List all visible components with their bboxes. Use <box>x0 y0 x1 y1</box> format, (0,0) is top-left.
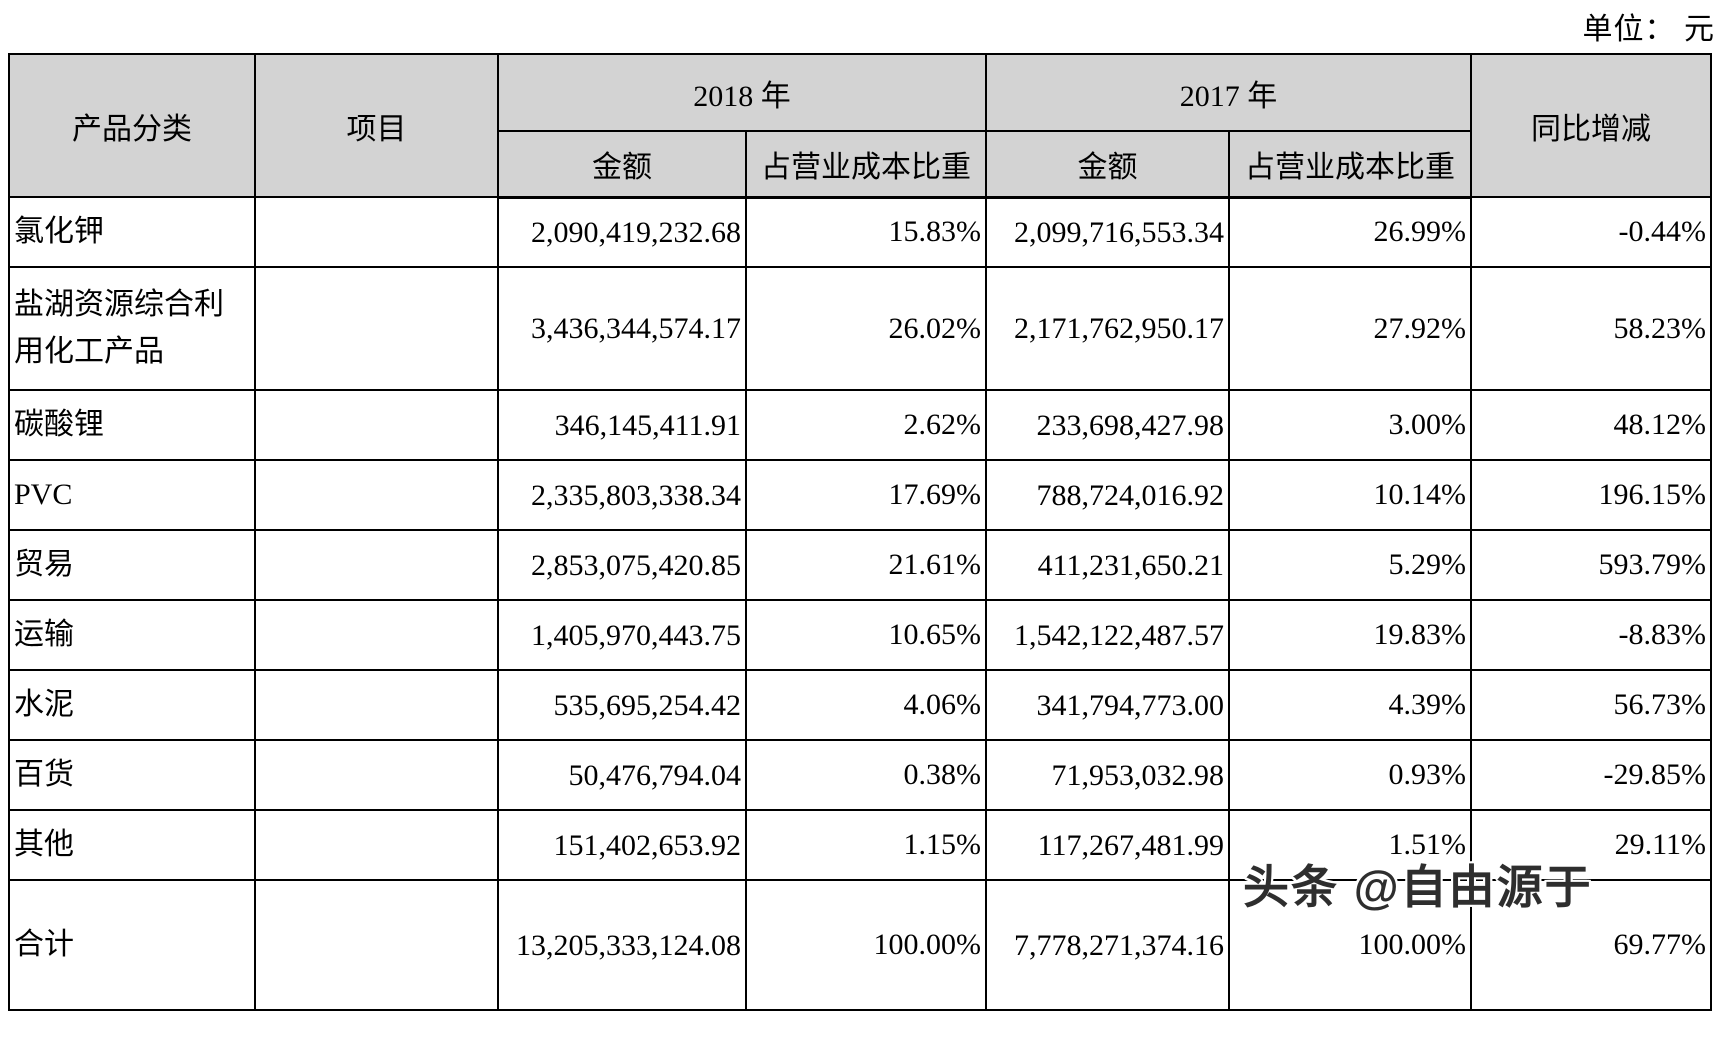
header-amount-2018: 金额 <box>497 130 747 199</box>
ratio-2017-cell: 19.83% <box>1228 599 1472 671</box>
ratio-2017-cell: 100.00% <box>1228 879 1472 1011</box>
category-cell: 碳酸锂 <box>8 389 256 461</box>
table-row: 百货 50,476,794.04 0.38% 71,953,032.98 0.9… <box>8 739 1712 811</box>
amount-2017-cell: 411,231,650.21 <box>985 529 1230 601</box>
ratio-2017-cell: 10.14% <box>1228 459 1472 531</box>
header-item: 项目 <box>254 53 499 198</box>
ratio-2018-cell: 21.61% <box>745 529 987 601</box>
amount-2017-cell: 788,724,016.92 <box>985 459 1230 531</box>
unit-label: 单位： 元 <box>1582 13 1715 46</box>
ratio-2018-cell: 1.15% <box>745 809 987 881</box>
category-cell: 水泥 <box>8 669 256 741</box>
amount-2017-cell: 71,953,032.98 <box>985 739 1230 811</box>
header-year-2018: 2018 年 <box>497 53 987 132</box>
ratio-2017-cell: 27.92% <box>1228 266 1472 391</box>
amount-2017-cell: 341,794,773.00 <box>985 669 1230 741</box>
item-cell <box>254 599 499 671</box>
ratio-2018-cell: 15.83% <box>745 196 987 268</box>
amount-2018-cell: 151,402,653.92 <box>497 809 747 881</box>
header-cost-ratio-2018: 占营业成本比重 <box>745 130 987 199</box>
amount-2017-cell: 233,698,427.98 <box>985 389 1230 461</box>
header-cost-ratio-2017: 占营业成本比重 <box>1228 130 1472 199</box>
yoy-cell: 593.79% <box>1470 529 1712 601</box>
ratio-2017-cell: 3.00% <box>1228 389 1472 461</box>
ratio-2017-cell: 0.93% <box>1228 739 1472 811</box>
yoy-cell: 56.73% <box>1470 669 1712 741</box>
table-row: 氯化钾 2,090,419,232.68 15.83% 2,099,716,55… <box>8 196 1712 268</box>
yoy-cell: -29.85% <box>1470 739 1712 811</box>
category-cell: PVC <box>8 459 256 531</box>
item-cell <box>254 529 499 601</box>
ratio-2017-cell: 5.29% <box>1228 529 1472 601</box>
category-cell: 运输 <box>8 599 256 671</box>
amount-2017-cell: 2,171,762,950.17 <box>985 266 1230 391</box>
item-cell <box>254 809 499 881</box>
amount-2017-cell: 1,542,122,487.57 <box>985 599 1230 671</box>
item-cell <box>254 459 499 531</box>
category-cell: 百货 <box>8 739 256 811</box>
table-row: 其他 151,402,653.92 1.15% 117,267,481.99 1… <box>8 809 1712 881</box>
watermark-toutiao: 头条 @自由源于 <box>1243 861 1593 913</box>
ratio-2018-cell: 17.69% <box>745 459 987 531</box>
table-row: 贸易 2,853,075,420.85 21.61% 411,231,650.2… <box>8 529 1712 601</box>
yoy-cell: -0.44% <box>1470 196 1712 268</box>
item-cell <box>254 196 499 268</box>
ratio-2018-cell: 4.06% <box>745 669 987 741</box>
header-year-2017: 2017 年 <box>985 53 1472 132</box>
amount-2018-cell: 3,436,344,574.17 <box>497 266 747 391</box>
amount-2018-cell: 50,476,794.04 <box>497 739 747 811</box>
amount-2018-cell: 2,853,075,420.85 <box>497 529 747 601</box>
operating-cost-breakdown-table: 产品分类 项目 2018 年 2017 年 同比增减 金额 占营业成本比重 金额… <box>8 53 1712 1011</box>
header-product-category: 产品分类 <box>8 53 256 198</box>
category-cell: 其他 <box>8 809 256 881</box>
header-yoy-change: 同比增减 <box>1470 53 1712 198</box>
table-row: 盐湖资源综合利用化工产品 3,436,344,574.17 26.02% 2,1… <box>8 266 1712 391</box>
ratio-2018-cell: 2.62% <box>745 389 987 461</box>
yoy-cell: 48.12% <box>1470 389 1712 461</box>
amount-2018-cell: 1,405,970,443.75 <box>497 599 747 671</box>
ratio-2017-cell: 1.51% <box>1228 809 1472 881</box>
amount-2017-cell: 7,778,271,374.16 <box>985 879 1230 1011</box>
amount-2018-cell: 346,145,411.91 <box>497 389 747 461</box>
amount-2017-cell: 117,267,481.99 <box>985 809 1230 881</box>
category-cell: 氯化钾 <box>8 196 256 268</box>
amount-2018-cell: 2,090,419,232.68 <box>497 196 747 268</box>
category-cell: 贸易 <box>8 529 256 601</box>
table-row: PVC 2,335,803,338.34 17.69% 788,724,016.… <box>8 459 1712 531</box>
header-amount-2017: 金额 <box>985 130 1230 199</box>
table-row: 碳酸锂 346,145,411.91 2.62% 233,698,427.98 … <box>8 389 1712 461</box>
yoy-cell: -8.83% <box>1470 599 1712 671</box>
item-cell <box>254 389 499 461</box>
item-cell <box>254 739 499 811</box>
item-cell <box>254 266 499 391</box>
amount-2018-cell: 535,695,254.42 <box>497 669 747 741</box>
table-row: 水泥 535,695,254.42 4.06% 341,794,773.00 4… <box>8 669 1712 741</box>
yoy-cell: 29.11% <box>1470 809 1712 881</box>
ratio-2018-cell: 100.00% <box>745 879 987 1011</box>
table-row: 运输 1,405,970,443.75 10.65% 1,542,122,487… <box>8 599 1712 671</box>
item-cell <box>254 879 499 1011</box>
category-cell: 合计 <box>8 879 256 1011</box>
ratio-2017-cell: 4.39% <box>1228 669 1472 741</box>
ratio-2018-cell: 0.38% <box>745 739 987 811</box>
yoy-cell: 196.15% <box>1470 459 1712 531</box>
ratio-2017-cell: 26.99% <box>1228 196 1472 268</box>
category-cell: 盐湖资源综合利用化工产品 <box>8 266 256 391</box>
item-cell <box>254 669 499 741</box>
amount-2018-cell: 13,205,333,124.08 <box>497 879 747 1011</box>
table-row-total: 合计 13,205,333,124.08 100.00% 7,778,271,3… <box>8 879 1712 1011</box>
amount-2018-cell: 2,335,803,338.34 <box>497 459 747 531</box>
ratio-2018-cell: 26.02% <box>745 266 987 391</box>
yoy-cell: 69.77% <box>1470 879 1712 1011</box>
ratio-2018-cell: 10.65% <box>745 599 987 671</box>
amount-2017-cell: 2,099,716,553.34 <box>985 196 1230 268</box>
yoy-cell: 58.23% <box>1470 266 1712 391</box>
